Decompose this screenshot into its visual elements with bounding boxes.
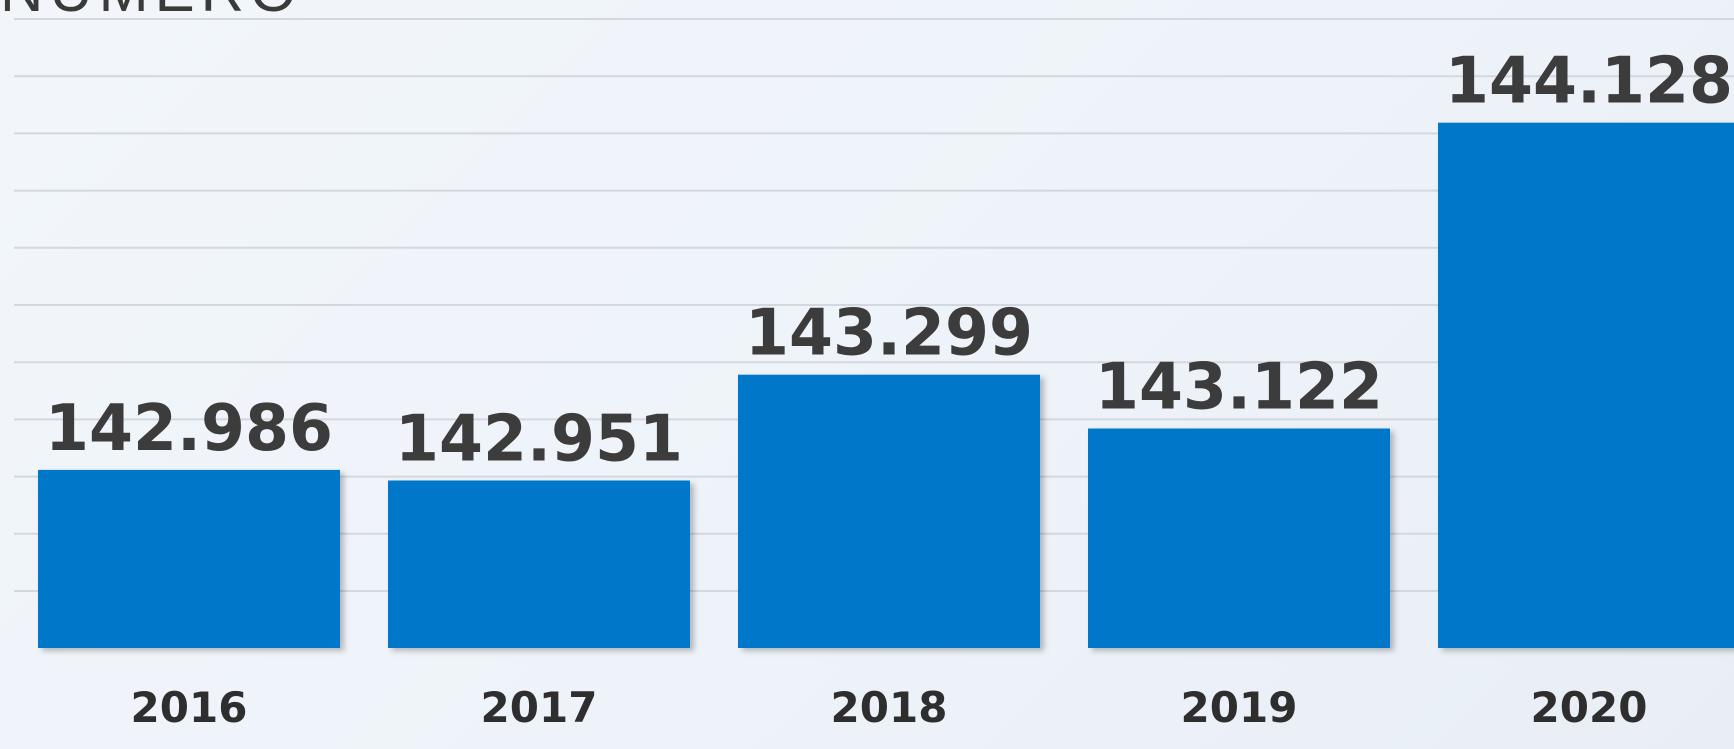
chart-title: NÚMERO (0, 0, 303, 25)
bar-2018 (738, 374, 1040, 648)
category-label-2019: 2019 (1181, 683, 1298, 732)
category-label-2017: 2017 (481, 683, 598, 732)
bar-2016 (38, 469, 340, 648)
value-label-2017: 142.951 (395, 403, 683, 477)
category-label-2016: 2016 (131, 683, 248, 732)
bar-2019 (1088, 428, 1390, 648)
bars (38, 122, 1734, 648)
value-label-2020: 144.128 (1445, 45, 1733, 119)
value-labels: 142.986 142.951 143.299 143.122 144.128 (45, 45, 1733, 477)
bar-2020 (1438, 122, 1734, 648)
value-label-2018: 143.299 (745, 297, 1033, 371)
category-labels: 2016 2017 2018 2019 2020 (131, 683, 1648, 732)
bar-2017 (388, 480, 690, 648)
value-label-2016: 142.986 (45, 392, 333, 466)
category-label-2020: 2020 (1531, 683, 1648, 732)
value-label-2019: 143.122 (1095, 351, 1383, 425)
category-label-2018: 2018 (831, 683, 948, 732)
